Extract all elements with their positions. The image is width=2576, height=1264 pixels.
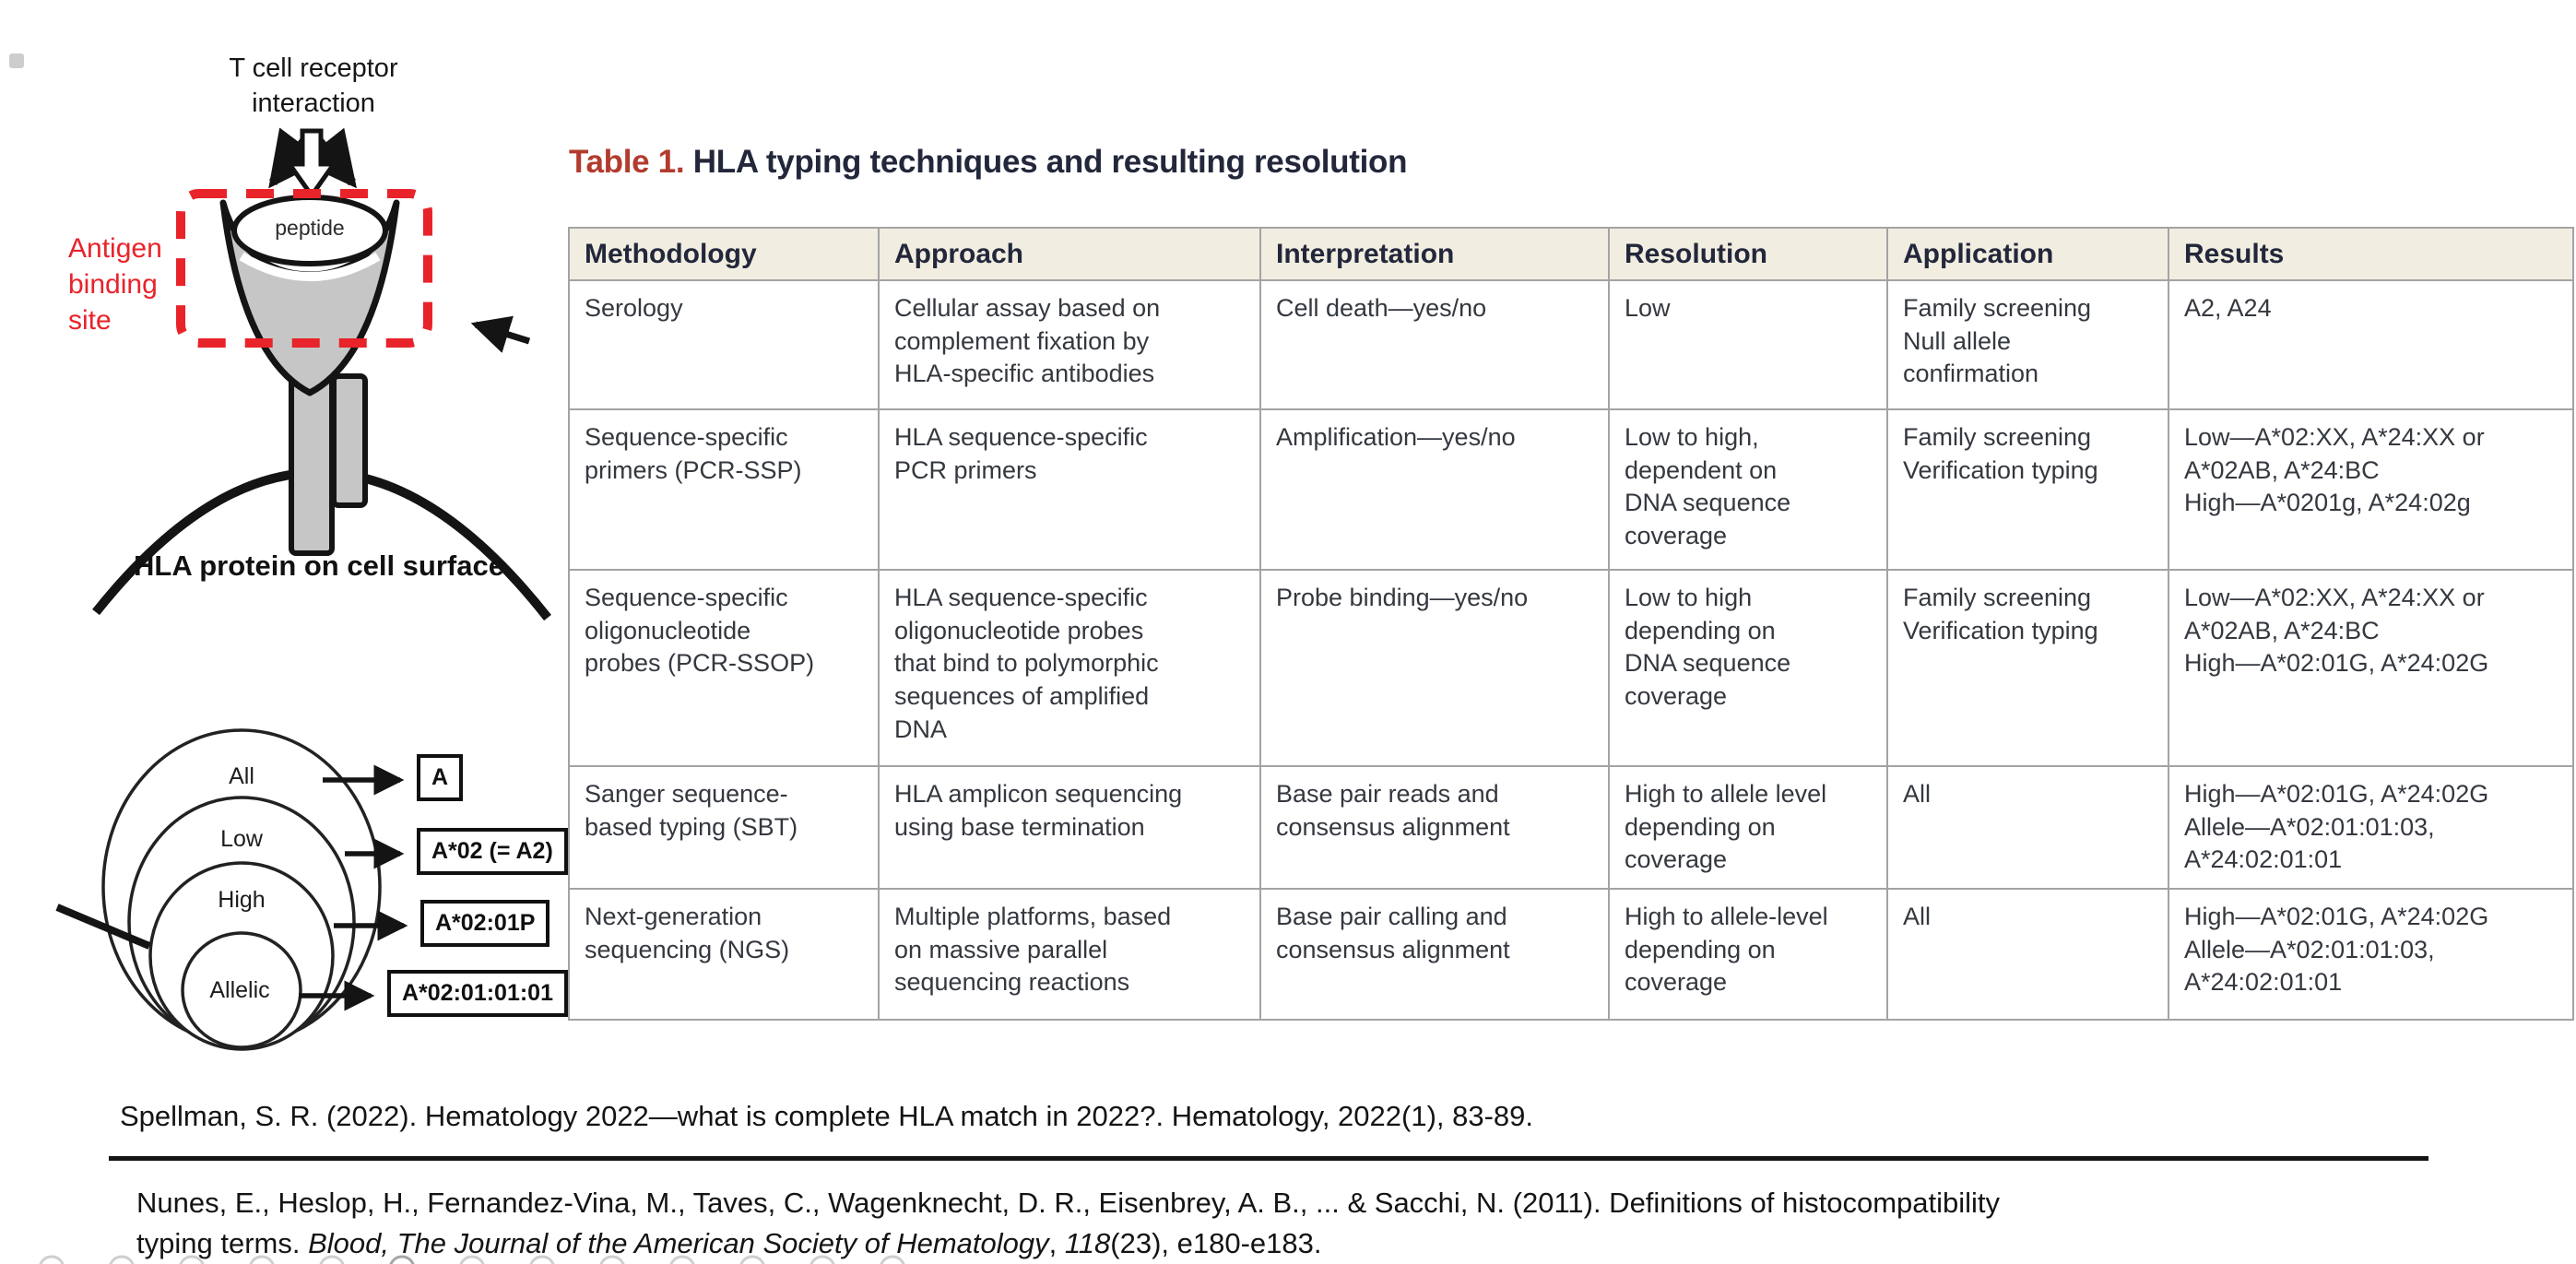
table-title: Table 1. HLA typing techniques and resul… xyxy=(569,144,1407,181)
table-cell: High—A*02:01G, A*24:02G Allele—A*02:01:0… xyxy=(2168,765,2574,890)
table-cell: Probe binding—yes/no xyxy=(1259,569,1610,767)
hla-typing-table: Methodology Approach Interpretation Resolut… xyxy=(568,227,2574,1021)
allele-box-a0201p: A*02:01P xyxy=(420,900,550,947)
column-header-methodology: Methodology xyxy=(568,227,880,281)
ring-label-allelic: Allelic xyxy=(209,977,270,1003)
table-cell: Family screening Null allele confirmatio… xyxy=(1886,279,2169,410)
hla-protein-label: HLA protein on cell surface xyxy=(134,549,504,582)
citation-nunes: Nunes, E., Heslop, H., Fernandez-Vina, M… xyxy=(136,1183,2386,1264)
antigen-binding-site-label: Antigen binding site xyxy=(68,233,162,336)
table-cell: Cell death—yes/no xyxy=(1259,279,1610,410)
corner-mark xyxy=(9,53,24,68)
table-cell: All xyxy=(1886,887,2169,1021)
column-header-results: Results xyxy=(2168,227,2574,281)
table-cell: Serology xyxy=(568,279,880,410)
table-cell: Low xyxy=(1608,279,1888,410)
table-cell: Family screening Verification typing xyxy=(1886,408,2169,571)
table-cell: Sanger sequence- based typing (SBT) xyxy=(568,765,880,890)
table-cell: Low to high depending on DNA sequence co… xyxy=(1608,569,1888,767)
peptide-label: peptide xyxy=(275,216,345,240)
hla-protein-stems xyxy=(289,373,368,556)
table-cell: High to allele-level depending on covera… xyxy=(1608,887,1888,1021)
table-cell: Base pair calling and consensus alignmen… xyxy=(1259,887,1610,1021)
ring-label-low: Low xyxy=(220,826,263,852)
table-cell: High—A*02:01G, A*24:02G Allele—A*02:01:0… xyxy=(2168,887,2574,1021)
table-row: Sequence-specific primers (PCR-SSP) HLA s… xyxy=(568,408,2574,571)
table-number: Table 1. xyxy=(569,144,685,180)
column-header-interpretation: Interpretation xyxy=(1259,227,1610,281)
table-cell: All xyxy=(1886,765,2169,890)
table-row: Serology Cellular assay based on compleme… xyxy=(568,279,2574,410)
table-cell: Base pair reads and consensus alignment xyxy=(1259,765,1610,890)
table-cell: Sequence-specific oligonucleotide probes… xyxy=(568,569,880,767)
tcr-interaction-label: T cell receptor interaction xyxy=(229,53,398,118)
citation-spellman: Spellman, S. R. (2022). Hematology 2022—… xyxy=(120,1100,1534,1132)
cell-membrane-arc xyxy=(92,467,551,621)
table-cell: Family screening Verification typing xyxy=(1886,569,2169,767)
table-row: Sanger sequence- based typing (SBT) HLA a… xyxy=(568,765,2574,890)
ring-label-all: All xyxy=(229,763,254,789)
table-cell: High to allele level depending on covera… xyxy=(1608,765,1888,890)
table-cell: Cellular assay based on complement fixat… xyxy=(878,279,1261,410)
table-row: Sequence-specific oligonucleotide probes… xyxy=(568,569,2574,767)
ring-arrows xyxy=(299,764,408,1011)
column-header-application: Application xyxy=(1886,227,2169,281)
table-cell: Sequence-specific primers (PCR-SSP) xyxy=(568,408,880,571)
groove-gap xyxy=(239,252,381,281)
tcr-interaction-arrows xyxy=(268,127,357,200)
table-cell: Multiple platforms, based on massive par… xyxy=(878,887,1261,1021)
pointer-arrow xyxy=(470,315,531,353)
table-header-row: Methodology Approach Interpretation Resolut… xyxy=(568,227,2574,281)
table-cell: Low—A*02:XX, A*24:XX or A*02AB, A*24:BC … xyxy=(2168,408,2574,571)
allele-box-a02: A*02 (= A2) xyxy=(417,828,568,875)
ring-label-high: High xyxy=(218,887,266,913)
table-row: Next-generation sequencing (NGS) Multiple… xyxy=(568,887,2574,1021)
citation-journal-italic: Blood, The Journal of the American Socie… xyxy=(308,1227,1049,1260)
allele-box-full-allelic: A*02:01:01:01 xyxy=(387,970,568,1017)
table-cell: HLA sequence-specific oligonucleotide pr… xyxy=(878,569,1261,767)
allele-box-a: A xyxy=(417,754,464,801)
citation-pages: (23), e180-e183. xyxy=(1110,1227,1322,1260)
table-cell: A2, A24 xyxy=(2168,279,2574,410)
table-cell: HLA sequence-specific PCR primers xyxy=(878,408,1261,571)
citation-separator: , xyxy=(1048,1227,1065,1260)
table-cell: Next-generation sequencing (NGS) xyxy=(568,887,880,1021)
table-title-text: HLA typing techniques and resulting reso… xyxy=(684,144,1408,180)
table-cell: HLA amplicon sequencing using base termi… xyxy=(878,765,1261,890)
table-cell: Amplification—yes/no xyxy=(1259,408,1610,571)
column-header-resolution: Resolution xyxy=(1608,227,1888,281)
table-cell: Low—A*02:XX, A*24:XX or A*02AB, A*24:BC … xyxy=(2168,569,2574,767)
citation-volume-italic: 118 xyxy=(1064,1227,1111,1260)
table-cell: Low to high, dependent on DNA sequence c… xyxy=(1608,408,1888,571)
tangent-line xyxy=(55,904,151,950)
column-header-approach: Approach xyxy=(878,227,1261,281)
citation-nunes-text: Nunes, E., Heslop, H., Fernandez-Vina, M… xyxy=(136,1187,2001,1260)
citation-divider xyxy=(109,1156,2428,1161)
